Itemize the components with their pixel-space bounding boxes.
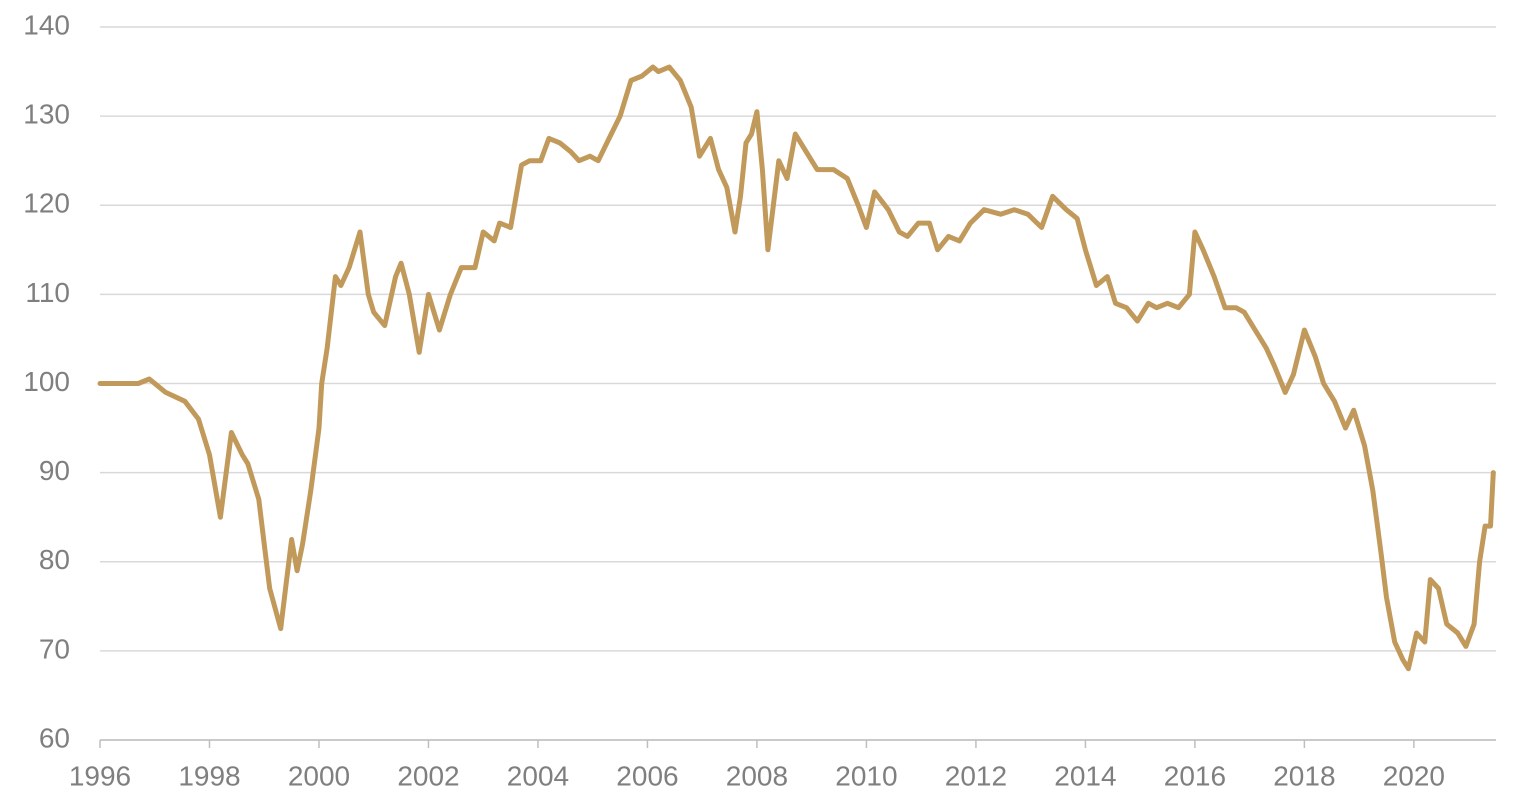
y-tick-label: 110 — [25, 277, 70, 308]
x-tick-label: 2006 — [616, 760, 678, 791]
x-tick-label: 2000 — [288, 760, 350, 791]
x-tick-label: 2018 — [1273, 760, 1335, 791]
y-tick-label: 140 — [23, 9, 70, 40]
x-tick-label: 1998 — [178, 760, 240, 791]
y-tick-label: 80 — [39, 544, 70, 575]
y-tick-label: 130 — [23, 99, 70, 130]
x-tick-label: 2014 — [1054, 760, 1116, 791]
line-series — [97, 64, 1496, 672]
x-tick-label: 2002 — [397, 760, 459, 791]
y-tick-label: 100 — [23, 366, 70, 397]
y-tick-label: 120 — [23, 188, 70, 219]
x-tick-label: 2012 — [945, 760, 1007, 791]
x-tick-label: 2020 — [1383, 760, 1445, 791]
x-tick-label: 2016 — [1164, 760, 1226, 791]
x-tick-label: 1996 — [69, 760, 131, 791]
x-tick-label: 2004 — [507, 760, 569, 791]
y-tick-label: 90 — [39, 455, 70, 486]
x-tick-label: 2010 — [835, 760, 897, 791]
x-tick-label: 2008 — [726, 760, 788, 791]
y-tick-label: 60 — [39, 722, 70, 753]
y-tick-label: 70 — [39, 633, 70, 664]
